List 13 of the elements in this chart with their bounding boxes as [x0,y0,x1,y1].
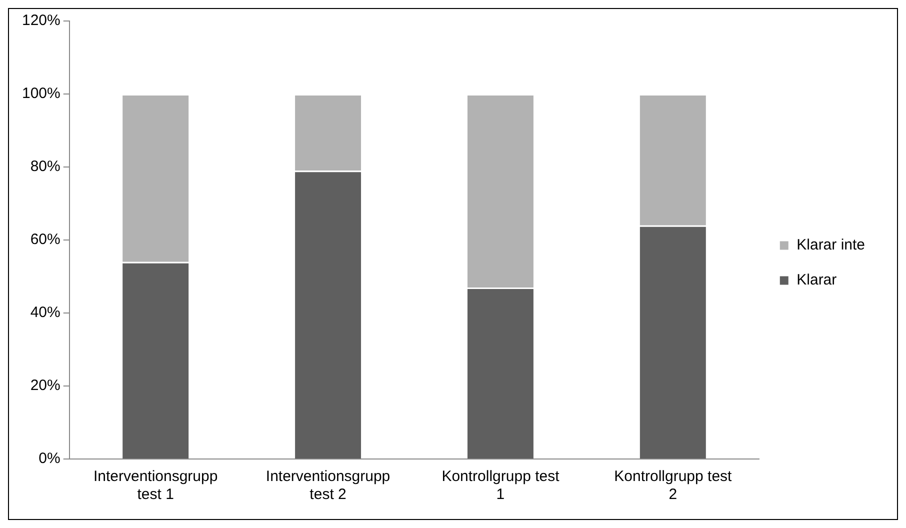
x-tick-label: Interventionsgrupp test 2 [266,468,390,504]
y-tick-label: 0% [38,450,60,468]
legend-label: Klarar [796,272,837,289]
y-tick-label: 100% [22,85,60,102]
y-tick-label: 120% [22,12,60,30]
y-tick-label: 20% [30,377,60,394]
x-tick-label: Interventionsgrupp test 1 [93,468,218,504]
legend-label: Klarar inte [796,236,866,254]
x-tick-label: Kontrollgrupp test 2 [614,468,733,504]
x-tick-label: Kontrollgrupp test 1 [442,468,560,504]
y-tick-label: 80% [30,158,60,176]
y-tick-label: 40% [30,304,60,322]
y-tick-label: 60% [30,231,60,248]
